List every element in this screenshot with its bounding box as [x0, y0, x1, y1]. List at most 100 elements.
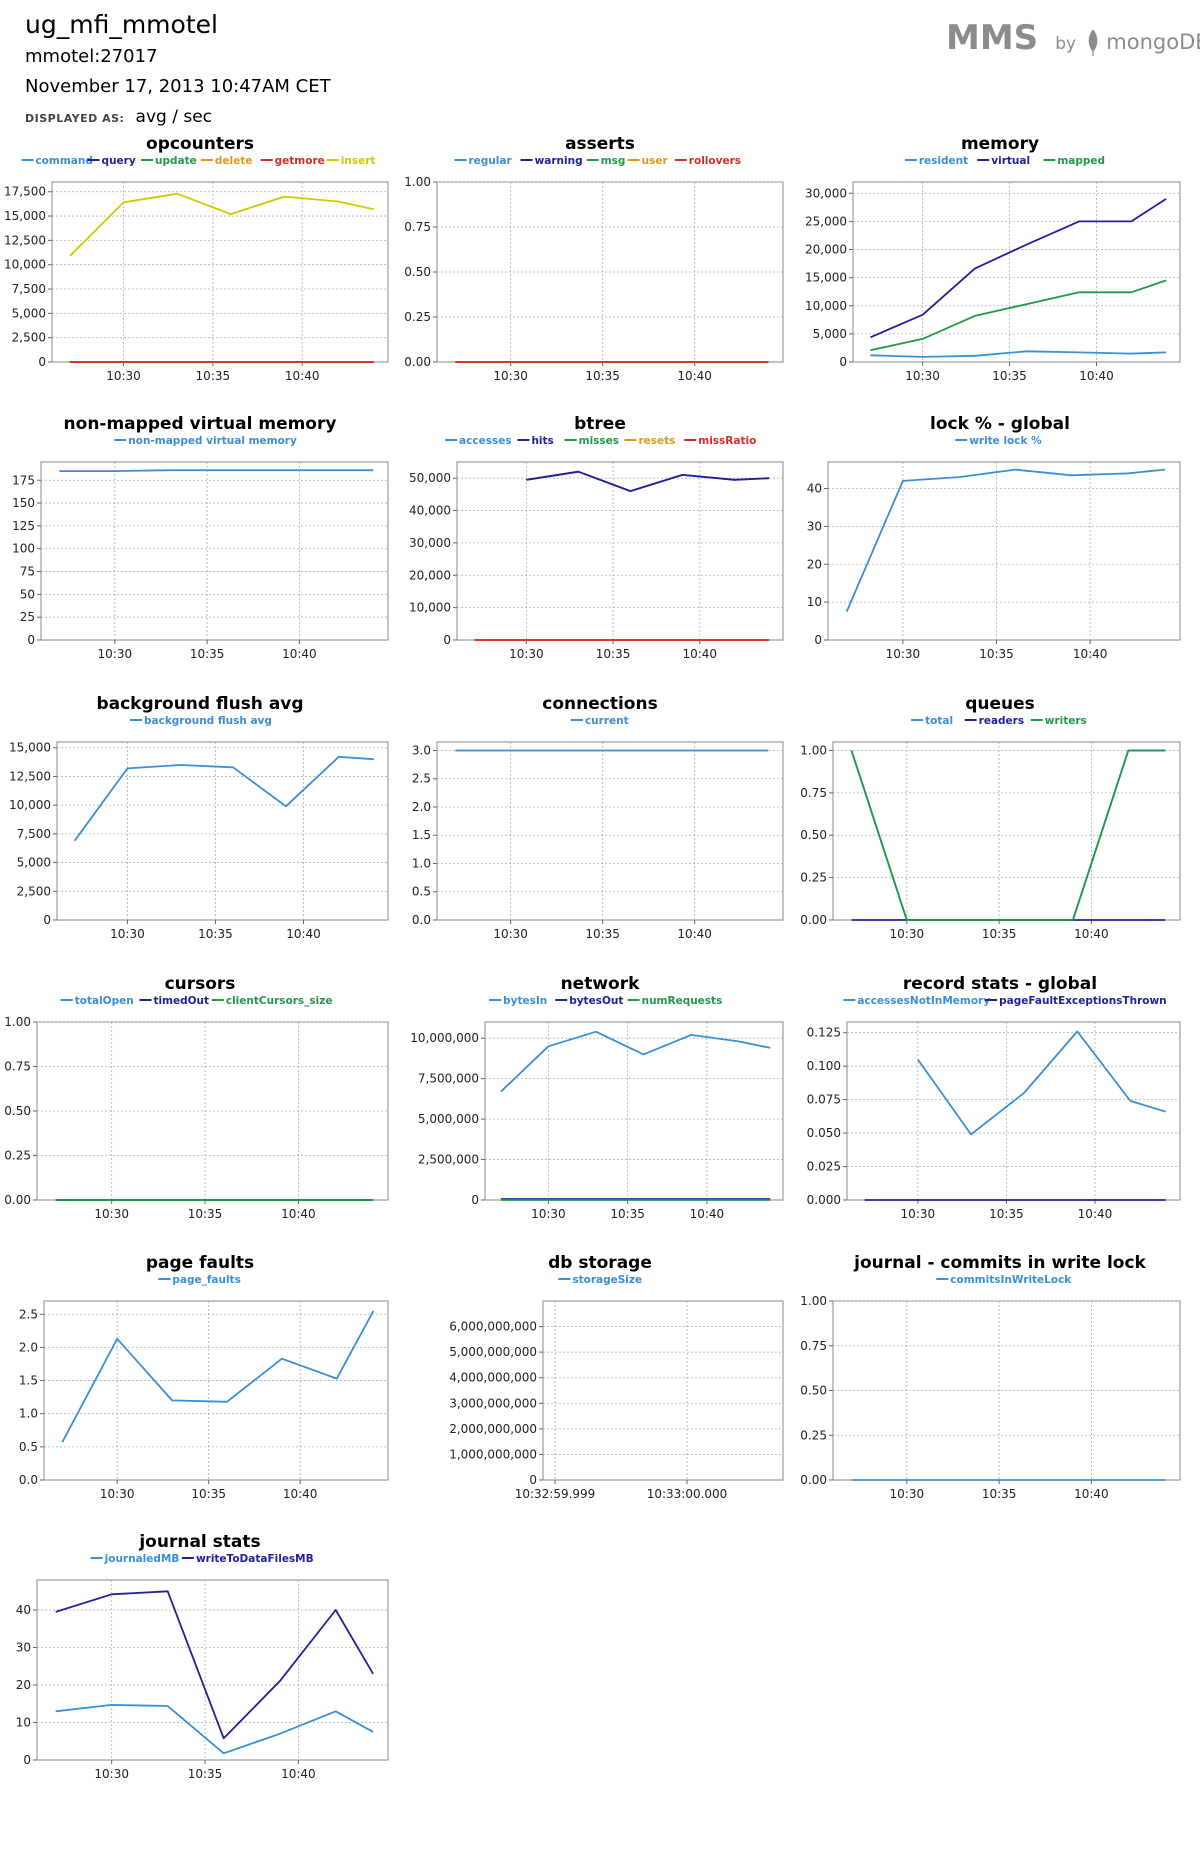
y-tick-label: 7,500,000 [418, 1072, 479, 1086]
brand-by: by [1055, 34, 1077, 54]
y-tick-label: 0 [471, 1193, 479, 1207]
y-tick-label: 30 [16, 1641, 31, 1655]
x-tick-label: 10:35 [198, 927, 233, 941]
series-line-page-faults [61, 1310, 375, 1443]
y-tick-label: 0.25 [404, 310, 431, 324]
chart-record-stats-global: record stats - globalaccessesNotInMemory… [807, 974, 1181, 1221]
x-tick-label: 10:40 [677, 927, 712, 941]
chart-title: journal stats [138, 1532, 260, 1552]
chart-title: background flush avg [96, 694, 303, 714]
series-line-hits [526, 470, 770, 493]
chart-title: network [561, 974, 641, 994]
y-tick-label: 1.00 [800, 1294, 827, 1308]
y-tick-label: 15,000 [4, 209, 46, 223]
chart-title: record stats - global [903, 974, 1097, 994]
legend-label-regular: regular [469, 155, 513, 167]
chart-opcounters: opcounters command query update delete getmor… [4, 134, 389, 383]
legend-label-resets: resets [638, 435, 675, 447]
y-tick-label: 6,000,000,000 [449, 1320, 537, 1334]
x-tick-label: 10:40 [1078, 1207, 1113, 1221]
y-tick-label: 0.50 [404, 265, 431, 279]
x-tick-label: 10:35 [585, 369, 620, 383]
x-tick-label: 10:35 [585, 927, 620, 941]
x-tick-label: 10:30 [901, 1207, 936, 1221]
chart-legend: accessesNotInMemory pageFaultExceptionsTh… [843, 995, 1167, 1007]
y-tick-label: 0.00 [800, 1473, 827, 1487]
legend-label-timedout: timedOut [153, 995, 209, 1007]
plot-area [846, 1021, 1181, 1201]
y-tick-label: 0.075 [807, 1093, 841, 1107]
chart-title: non-mapped virtual memory [64, 414, 337, 434]
y-tick-label: 1,000,000,000 [449, 1447, 537, 1461]
y-tick-label: 17,500 [4, 185, 46, 199]
x-tick-label: 10:30 [905, 369, 940, 383]
chart-network: network bytesIn bytesOut numRequests 0 2,500,… [410, 974, 784, 1221]
series-line-writetodatafilesmb [55, 1590, 374, 1740]
legend-label-journaledmb: journaledMB [104, 1553, 180, 1565]
y-tick-label: 0.125 [807, 1026, 841, 1040]
y-tick-label: 3.0 [412, 743, 431, 757]
plot-area [51, 181, 389, 363]
page-header: ug_mfi_mmotel mmotel:27017 November 17, … [25, 8, 331, 134]
x-tick-label: 10:30 [493, 369, 528, 383]
legend-label-storagesize: storageSize [572, 1274, 642, 1286]
legend-label-commitsinwritelock: commitsInWriteLock [950, 1274, 1072, 1286]
y-tick-label: 0 [43, 913, 51, 927]
y-tick-label: 20,000 [409, 568, 451, 582]
legend-label-non-mapped-virtual-memory: non-mapped virtual memory [128, 435, 297, 447]
plot-area [56, 741, 389, 921]
x-tick-label: 10:40 [1074, 927, 1109, 941]
legend-label-resident: resident [919, 155, 968, 167]
y-tick-label: 5,000 [17, 856, 51, 870]
x-tick-label: 10:30 [509, 647, 544, 661]
y-tick-label: 2,000,000,000 [449, 1422, 537, 1436]
legend-label-pagefaultexceptionsthrown: pageFaultExceptionsThrown [999, 995, 1167, 1007]
mongodb-leaf-icon [1087, 28, 1099, 60]
y-tick-label: 2.0 [19, 1340, 38, 1354]
chart-title: queues [965, 694, 1035, 714]
x-tick-label: 10:40 [281, 1207, 316, 1221]
y-tick-label: 5,000,000 [418, 1112, 479, 1126]
y-tick-label: 0.50 [800, 828, 827, 842]
legend-label-delete: delete [215, 155, 253, 167]
y-tick-label: 0.0 [412, 913, 431, 927]
y-tick-label: 10 [16, 1716, 31, 1730]
y-tick-label: 15,000 [805, 271, 847, 285]
legend-label-totalopen: totalOpen [75, 995, 134, 1007]
x-tick-label: 10:30 [890, 1487, 925, 1501]
chart-legend: commitsInWriteLock [936, 1274, 1072, 1286]
x-tick-label: 10:40 [285, 369, 320, 383]
y-tick-label: 0.25 [800, 1428, 827, 1442]
y-tick-label: 0.050 [807, 1126, 841, 1140]
plot-area [456, 461, 784, 641]
chart-legend: resident virtual mapped [904, 155, 1105, 167]
chart-title: asserts [565, 134, 635, 154]
display-mode-value[interactable]: avg / sec [135, 107, 213, 127]
y-tick-label: 0.025 [807, 1160, 841, 1174]
x-tick-label: 10:35 [196, 369, 231, 383]
legend-label-accesses: accesses [459, 435, 512, 447]
y-tick-label: 0.100 [807, 1059, 841, 1073]
x-tick-label: 10:35 [190, 647, 225, 661]
x-tick-label: 10:33:00.000 [647, 1487, 728, 1501]
y-tick-label: 100 [12, 542, 35, 556]
y-tick-label: 10,000 [4, 258, 46, 272]
chart-legend: background flush avg [130, 715, 272, 727]
x-tick-label: 10:40 [282, 647, 317, 661]
x-tick-label: 10:30 [98, 647, 133, 661]
x-tick-label: 10:35 [982, 927, 1017, 941]
y-tick-label: 0.00 [404, 355, 431, 369]
x-tick-label: 10:35 [191, 1487, 226, 1501]
x-tick-label: 10:40 [286, 927, 321, 941]
legend-label-writers: writers [1045, 715, 1087, 727]
y-tick-label: 40,000 [409, 504, 451, 518]
legend-label-getmore: getmore [275, 155, 325, 167]
timestamp: November 17, 2013 10:47AM CET [25, 76, 331, 97]
chart-legend: storageSize [558, 1274, 642, 1286]
y-tick-label: 0 [27, 633, 35, 647]
y-tick-label: 1.00 [4, 1015, 31, 1029]
y-tick-label: 1.5 [412, 828, 431, 842]
